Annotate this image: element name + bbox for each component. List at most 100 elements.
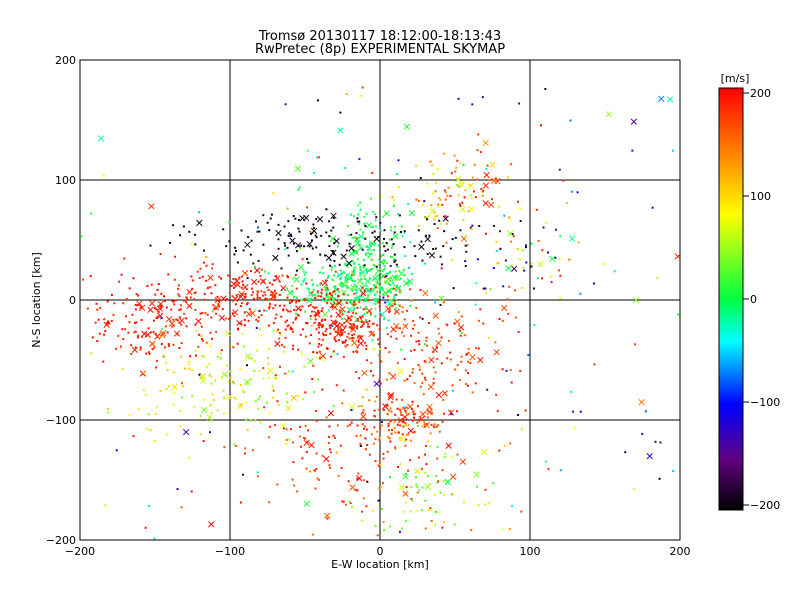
data-point [470, 529, 473, 531]
data-point-cross [348, 403, 356, 411]
data-point [319, 324, 322, 327]
data-point [198, 373, 201, 376]
data-point [118, 280, 121, 283]
data-point [495, 240, 498, 243]
data-point [293, 309, 296, 311]
data-point [510, 163, 513, 166]
data-point [345, 301, 348, 304]
y-tick-label: −100 [46, 414, 76, 427]
data-point [295, 312, 298, 315]
data-point [358, 335, 361, 338]
data-point [278, 294, 281, 296]
data-point [363, 427, 365, 430]
data-point-cross [286, 289, 294, 296]
data-point [307, 429, 309, 432]
data-point [104, 504, 107, 507]
data-point [443, 456, 446, 459]
data-point [419, 177, 422, 180]
data-point [449, 358, 452, 361]
data-point [175, 318, 178, 321]
data-point [345, 277, 347, 280]
data-point [180, 342, 183, 345]
data-point [97, 318, 100, 321]
data-point-cross [493, 349, 500, 356]
data-point [269, 217, 272, 220]
data-point [333, 336, 336, 339]
data-point [390, 277, 392, 280]
data-point [436, 227, 439, 230]
data-point [332, 405, 335, 407]
data-point-cross [147, 306, 154, 313]
data-point-cross [487, 201, 495, 209]
data-point [155, 308, 158, 311]
data-point [283, 304, 286, 307]
data-point [340, 329, 343, 331]
data-point [80, 235, 83, 238]
data-point-cross [351, 339, 358, 347]
data-point [253, 360, 256, 363]
data-point [314, 294, 317, 297]
data-point [180, 323, 183, 326]
data-point [494, 177, 497, 180]
data-point [519, 207, 522, 210]
data-point [139, 307, 142, 309]
data-point [125, 298, 128, 300]
data-point [239, 305, 242, 307]
data-point [393, 225, 396, 228]
data-point [325, 285, 327, 288]
data-point [285, 442, 287, 445]
data-point [402, 425, 405, 428]
data-point [389, 476, 391, 479]
data-point-cross [505, 265, 512, 272]
data-point [263, 309, 266, 312]
data-point [451, 384, 454, 387]
data-point [484, 232, 487, 235]
data-point [365, 287, 368, 290]
data-point [372, 284, 375, 286]
data-point [370, 290, 373, 293]
data-point [349, 319, 352, 322]
data-point [554, 256, 557, 259]
data-point [351, 334, 354, 337]
data-point [246, 364, 248, 367]
data-point [283, 242, 286, 245]
data-point [291, 291, 294, 294]
data-point [160, 292, 163, 295]
data-point [389, 255, 392, 258]
data-point [157, 283, 160, 286]
data-point [333, 322, 335, 325]
data-point [142, 371, 145, 374]
data-point [462, 163, 465, 166]
data-point [377, 301, 380, 304]
data-point [517, 200, 519, 203]
data-point [153, 440, 156, 442]
data-point [372, 211, 375, 213]
data-point [360, 326, 363, 328]
data-point [360, 321, 363, 324]
data-point [267, 362, 270, 365]
data-point [378, 287, 381, 290]
data-point [361, 315, 364, 318]
data-point-cross [330, 319, 337, 326]
data-point [359, 201, 362, 204]
x-axis-label: E-W location [km] [331, 558, 429, 571]
data-point [350, 315, 353, 318]
data-point [342, 271, 345, 274]
data-point [401, 433, 404, 436]
data-point [153, 537, 156, 540]
data-point-cross [383, 210, 391, 217]
data-point-cross [674, 253, 680, 260]
data-point [356, 220, 359, 223]
data-point [306, 149, 309, 152]
data-point [403, 379, 406, 382]
data-point [210, 382, 213, 385]
data-point [206, 342, 209, 345]
data-point [415, 340, 418, 343]
data-point [352, 350, 355, 353]
data-point [315, 236, 318, 239]
data-point [449, 195, 452, 198]
data-point [382, 261, 385, 264]
data-point [320, 291, 323, 294]
data-point [349, 323, 352, 326]
data-point [331, 306, 334, 309]
